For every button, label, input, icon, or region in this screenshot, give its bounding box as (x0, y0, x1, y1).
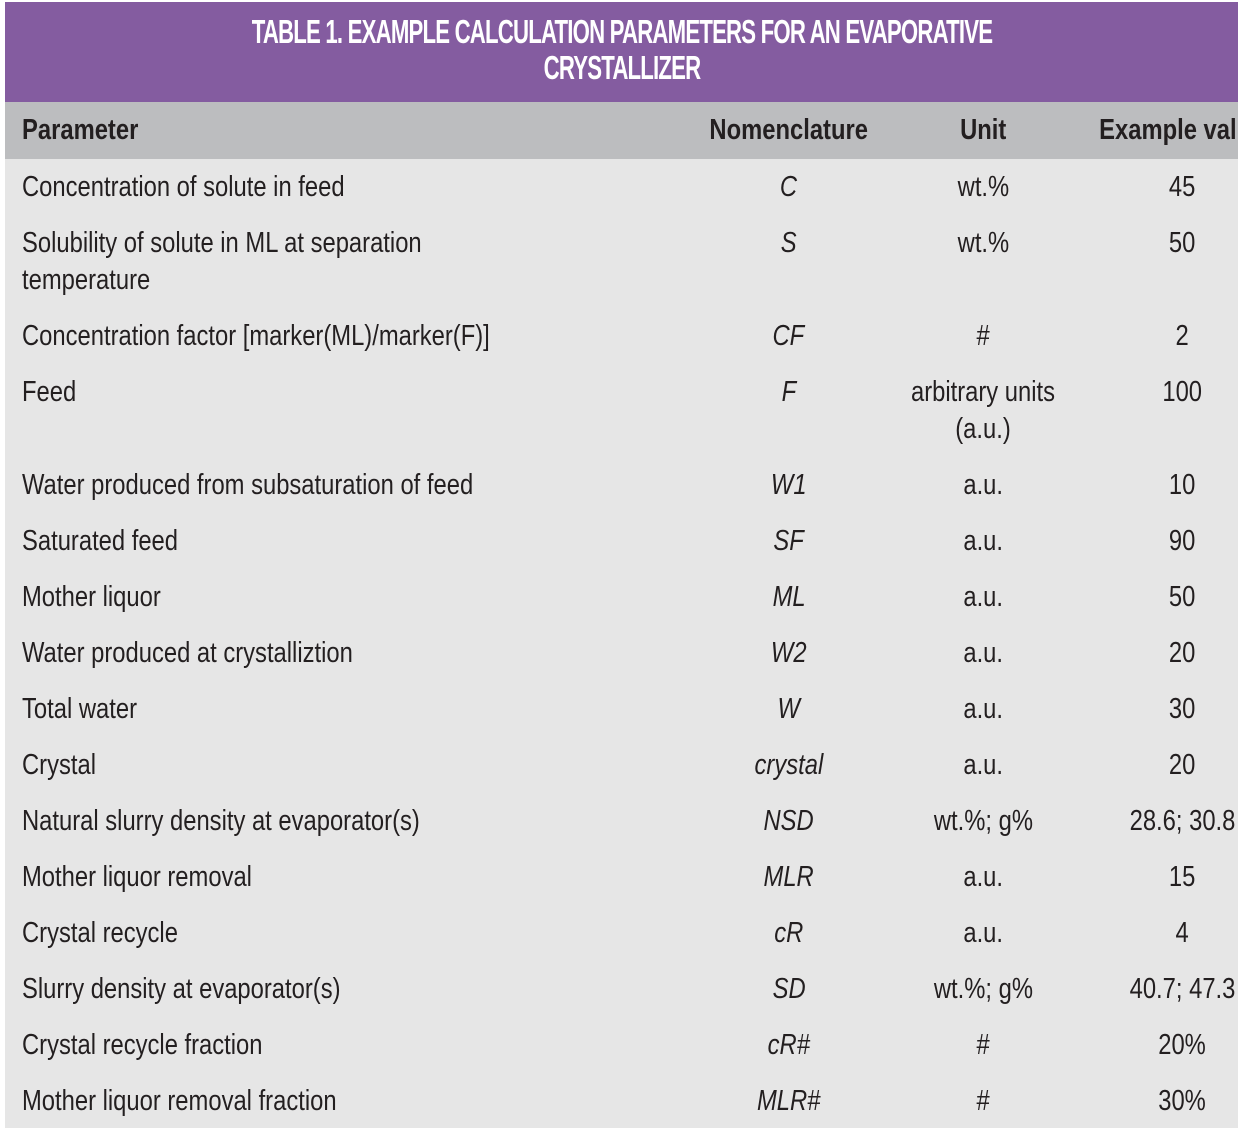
cell-value: 4 (1175, 917, 1189, 949)
cell-unit: # (976, 1029, 991, 1061)
cell-unit: a.u. (963, 693, 1004, 725)
cell-unit: wt.%; g% (933, 805, 1033, 837)
cell-parameter: Saturated feed (22, 525, 179, 557)
table-row: Mother liquor removal MLR a.u. 15 (5, 849, 1238, 905)
cell-unit: wt.% (957, 171, 1010, 203)
table-row: Natural slurry density at evaporator(s) … (5, 793, 1238, 849)
cell-nomenclature: crystal (754, 749, 824, 781)
parameters-table-container: TABLE 1. EXAMPLE CALCULATION PARAMETERS … (5, 2, 1238, 1128)
table-row: Crystal crystal a.u. 20 (5, 737, 1238, 793)
cell-parameter: Water produced from subsaturation of fee… (22, 469, 474, 501)
cell-unit: a.u. (963, 637, 1004, 669)
table-title-line-2: CRYSTALLIZER (543, 49, 701, 86)
cell-nomenclature: MLR (763, 861, 814, 893)
parameters-table: Parameter Nomenclature Unit Example valu… (5, 102, 1238, 1128)
table-title: TABLE 1. EXAMPLE CALCULATION PARAMETERS … (5, 2, 1238, 102)
cell-unit: arbitrary units (a.u.) (911, 376, 1056, 445)
cell-parameter: Mother liquor removal fraction (22, 1085, 337, 1117)
cell-nomenclature: MLR# (756, 1085, 821, 1117)
table-row: Saturated feed SF a.u. 90 (5, 513, 1238, 569)
cell-parameter: Feed (22, 376, 77, 408)
cell-value: 30 (1168, 693, 1196, 725)
cell-unit: # (976, 320, 991, 352)
cell-parameter: Concentration factor [marker(ML)/marker(… (22, 320, 490, 352)
cell-value: 50 (1168, 227, 1196, 259)
cell-unit: wt.% (957, 227, 1010, 259)
column-header-parameter: Parameter (22, 114, 139, 146)
table-body: Concentration of solute in feed C wt.% 4… (5, 159, 1238, 1128)
cell-value: 20% (1158, 1029, 1206, 1061)
cell-nomenclature: S (780, 227, 797, 259)
cell-value: 100 (1162, 376, 1202, 408)
cell-value: 90 (1168, 525, 1196, 557)
cell-parameter: Solubility of solute in ML at separation… (22, 227, 422, 296)
cell-value: 40.7; 47.3 (1129, 973, 1236, 1005)
table-row: Crystal recycle cR a.u. 4 (5, 905, 1238, 961)
cell-parameter: Crystal recycle fraction (22, 1029, 263, 1061)
cell-parameter: Natural slurry density at evaporator(s) (22, 805, 420, 837)
table-row: Concentration of solute in feed C wt.% 4… (5, 159, 1238, 215)
cell-nomenclature: ML (772, 581, 806, 613)
cell-nomenclature: F (781, 376, 796, 408)
cell-parameter: Mother liquor (22, 581, 161, 613)
cell-unit: wt.%; g% (933, 973, 1033, 1005)
cell-parameter: Mother liquor removal (22, 861, 252, 893)
cell-unit: a.u. (963, 525, 1004, 557)
cell-nomenclature: CF (772, 320, 805, 352)
cell-value: 15 (1168, 861, 1196, 893)
cell-parameter: Total water (22, 693, 137, 725)
cell-value: 20 (1168, 749, 1196, 781)
cell-parameter: Concentration of solute in feed (22, 171, 345, 203)
table-row: Slurry density at evaporator(s) SD wt.%;… (5, 961, 1238, 1017)
cell-unit: a.u. (963, 749, 1004, 781)
cell-value: 2 (1175, 320, 1189, 352)
table-row: Crystal recycle fraction cR# # 20% (5, 1017, 1238, 1073)
cell-nomenclature: W2 (770, 637, 807, 669)
cell-value: 10 (1168, 469, 1196, 501)
cell-parameter: Crystal (22, 749, 96, 781)
cell-nomenclature: SF (773, 525, 804, 557)
cell-unit: a.u. (963, 861, 1004, 893)
column-header-unit: Unit (960, 114, 1007, 146)
table-row: Water produced at crystalliztion W2 a.u.… (5, 625, 1238, 681)
column-header-example-value: Example value (1099, 114, 1238, 146)
cell-nomenclature: cR (774, 917, 804, 949)
cell-parameter: Slurry density at evaporator(s) (22, 973, 341, 1005)
table-title-line-1: TABLE 1. EXAMPLE CALCULATION PARAMETERS … (251, 13, 992, 50)
cell-parameter: Water produced at crystalliztion (22, 637, 353, 669)
cell-nomenclature: C (780, 171, 798, 203)
cell-unit: a.u. (963, 469, 1004, 501)
cell-nomenclature: SD (772, 973, 806, 1005)
cell-value: 20 (1168, 637, 1196, 669)
table-row: Mother liquor ML a.u. 50 (5, 569, 1238, 625)
table-row: Solubility of solute in ML at separation… (5, 215, 1238, 308)
table-header-row: Parameter Nomenclature Unit Example valu… (5, 102, 1238, 159)
cell-parameter: Crystal recycle (22, 917, 178, 949)
cell-nomenclature: W (777, 693, 800, 725)
cell-unit: # (976, 1085, 991, 1117)
cell-value: 30% (1158, 1085, 1206, 1117)
cell-nomenclature: W1 (770, 469, 807, 501)
table-row: Mother liquor removal fraction MLR# # 30… (5, 1073, 1238, 1128)
cell-value: 45 (1168, 171, 1196, 203)
cell-value: 28.6; 30.8 (1129, 805, 1236, 837)
cell-nomenclature: cR# (767, 1029, 810, 1061)
table-row: Concentration factor [marker(ML)/marker(… (5, 308, 1238, 364)
cell-nomenclature: NSD (763, 805, 814, 837)
cell-unit: a.u. (963, 917, 1004, 949)
cell-unit: a.u. (963, 581, 1004, 613)
table-row: Water produced from subsaturation of fee… (5, 457, 1238, 513)
table-row: Feed F arbitrary units (a.u.) 100 (5, 364, 1238, 457)
table-row: Total water W a.u. 30 (5, 681, 1238, 737)
column-header-nomenclature: Nomenclature (709, 114, 868, 146)
cell-value: 50 (1168, 581, 1196, 613)
